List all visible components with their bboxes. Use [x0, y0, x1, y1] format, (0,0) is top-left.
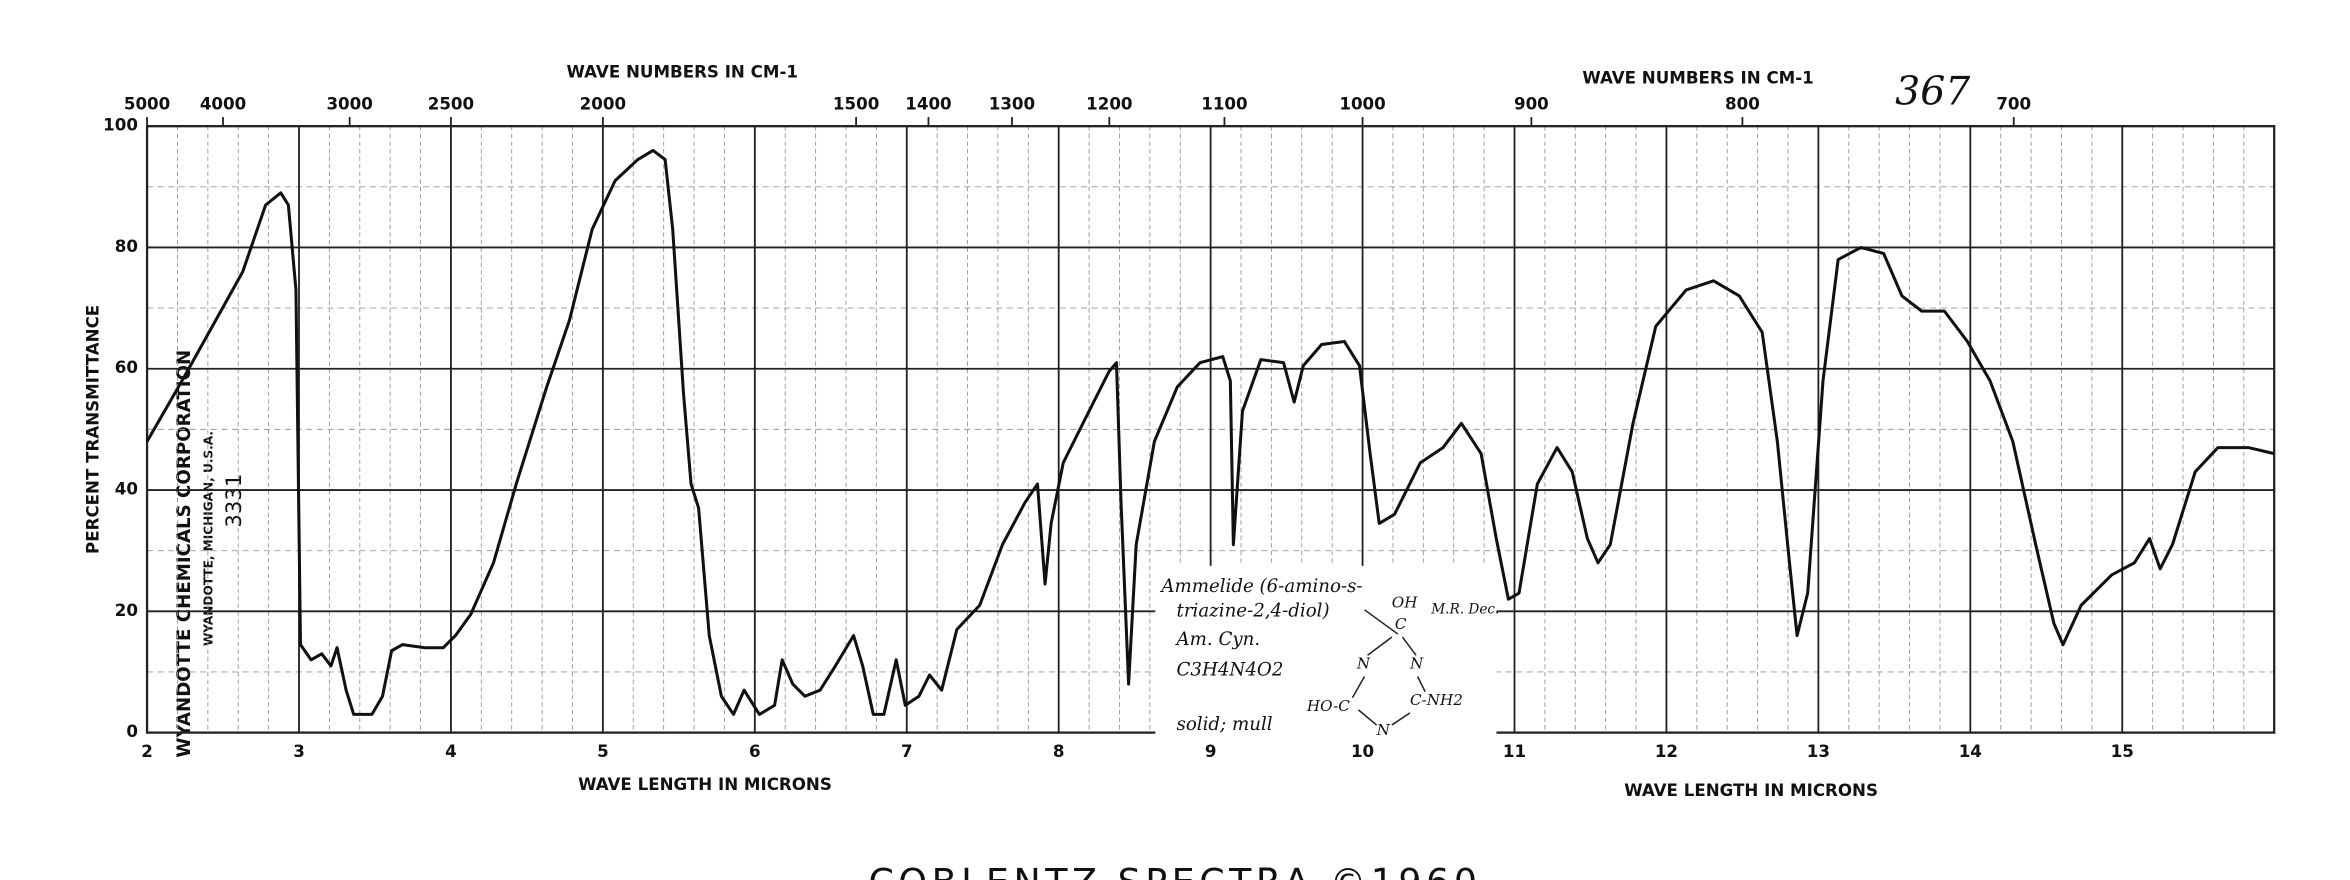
y-tick-label: 40 — [115, 480, 138, 499]
structure-label: N — [1376, 721, 1391, 739]
x2-tick-label: 1200 — [1086, 94, 1132, 113]
x-tick-label: 15 — [2111, 742, 2134, 761]
x-tick-label: 4 — [445, 742, 457, 761]
annotation: 3331 — [222, 474, 247, 528]
x2-tick-label: 2500 — [428, 94, 474, 113]
x2-tick-label: 4000 — [200, 94, 246, 113]
annotation: WYANDOTTE, MICHIGAN, U.S.A. — [202, 431, 216, 646]
x-tick-label: 10 — [1351, 742, 1374, 761]
spectrum-number: 367 — [1895, 68, 1971, 114]
y-tick-label: 20 — [115, 601, 138, 620]
x-tick-label: 3 — [293, 742, 305, 761]
x-title: WAVE LENGTH IN MICRONS — [578, 775, 832, 794]
sample-text: C3H4N4O2 — [1177, 659, 1284, 680]
x-tick-label: 6 — [749, 742, 761, 761]
sample-box — [1155, 565, 1497, 744]
x2-tick-label: 1100 — [1201, 94, 1247, 113]
x-tick-label: 13 — [1807, 742, 1830, 761]
x-title-right: WAVE LENGTH IN MICRONS — [1624, 781, 1878, 800]
x-title-top-right: WAVE NUMBERS IN CM-1 — [1582, 69, 1813, 88]
x2-tick-label: 1000 — [1339, 94, 1385, 113]
y-tick-label: 60 — [115, 358, 138, 377]
sample-text: Ammelide (6-amino-s- — [1159, 576, 1362, 597]
y-title: PERCENT TRANSMITTANCE — [84, 305, 103, 554]
x2-tick-label: 900 — [1514, 94, 1549, 113]
sample-text: M.R. Dec. — [1430, 601, 1499, 617]
y-tick-label: 0 — [126, 722, 138, 741]
x2-tick-label: 700 — [1996, 94, 2031, 113]
x2-tick-label: 5000 — [124, 94, 170, 113]
sample-text: solid; mull — [1177, 714, 1273, 735]
x-tick-label: 9 — [1205, 742, 1217, 761]
structure-label: OH — [1392, 594, 1418, 612]
structure-label: N — [1409, 654, 1424, 672]
x-title-top: WAVE NUMBERS IN CM-1 — [567, 63, 798, 82]
structure-label: HO-C — [1306, 697, 1350, 715]
x-tick-label: 12 — [1655, 742, 1678, 761]
x-tick-label: 11 — [1503, 742, 1526, 761]
footer: COBLENTZ SPECTRA ©1960 — [868, 861, 1481, 880]
sample-text: triazine-2,4-diol) — [1177, 600, 1330, 621]
sample-text: Am. Cyn. — [1175, 629, 1261, 650]
x2-tick-label: 1400 — [905, 94, 951, 113]
structure-label: N — [1356, 654, 1371, 672]
x-tick-label: 5 — [597, 742, 609, 761]
x-tick-label: 2 — [141, 742, 153, 761]
annotation: WYANDOTTE CHEMICALS CORPORATION — [174, 350, 195, 758]
x2-tick-label: 3000 — [326, 94, 372, 113]
structure-label: C — [1395, 615, 1407, 633]
x-tick-label: 8 — [1053, 742, 1065, 761]
structure-label: C-NH2 — [1410, 691, 1463, 709]
x-tick-label: 14 — [1959, 742, 1982, 761]
x2-tick-label: 800 — [1725, 94, 1760, 113]
spectrum-line — [145, 148, 2275, 716]
y-tick-label: 100 — [103, 116, 138, 135]
x2-tick-label: 2000 — [580, 94, 626, 113]
x2-tick-label: 1500 — [833, 94, 879, 113]
y-tick-label: 80 — [115, 237, 138, 256]
structure-bonds — [1351, 609, 1426, 726]
x2-tick-label: 1300 — [989, 94, 1035, 113]
x-tick-label: 7 — [901, 742, 913, 761]
